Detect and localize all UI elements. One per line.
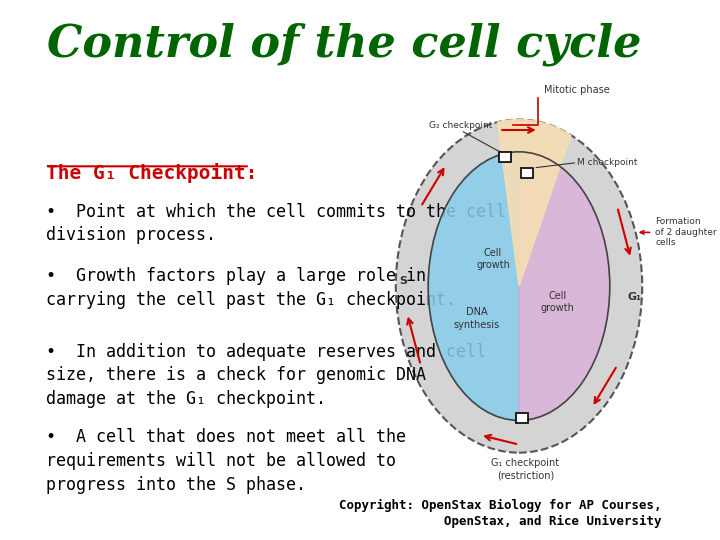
Text: S: S [399, 276, 408, 286]
Text: The G₁ Checkpoint:: The G₁ Checkpoint: [45, 163, 257, 183]
Text: •  Growth factors play a large role in
carrying the cell past the G₁ checkpoint.: • Growth factors play a large role in ca… [45, 267, 456, 309]
Bar [516, 413, 528, 423]
Text: DNA
synthesis: DNA synthesis [454, 307, 500, 329]
Bar [499, 152, 510, 162]
Text: Copyright: OpenStax Biology for AP Courses,
OpenStax, and Rice University: Copyright: OpenStax Biology for AP Cours… [339, 498, 662, 528]
Polygon shape [498, 119, 571, 286]
Text: Cell
growth: Cell growth [541, 291, 575, 313]
Text: G₂ checkpoint: G₂ checkpoint [429, 122, 492, 130]
Text: Formation
of 2 daughter
cells: Formation of 2 daughter cells [640, 218, 717, 247]
Text: G₁ checkpoint
(restriction): G₁ checkpoint (restriction) [492, 458, 559, 481]
Text: •  Point at which the cell commits to the cell
division process.: • Point at which the cell commits to the… [45, 203, 505, 245]
Text: G₁: G₁ [628, 292, 642, 302]
Text: M checkpoint: M checkpoint [577, 158, 638, 167]
Bar [521, 168, 533, 178]
Polygon shape [428, 152, 519, 421]
Text: •  A cell that does not meet all the
requirements will not be allowed to
progres: • A cell that does not meet all the requ… [45, 428, 405, 494]
Text: Mitotic phase: Mitotic phase [544, 85, 611, 96]
Text: Control of the cell cycle: Control of the cell cycle [47, 23, 641, 66]
Polygon shape [519, 152, 610, 421]
Text: •  In addition to adequate reserves and cell
size, there is a check for genomic : • In addition to adequate reserves and c… [45, 342, 485, 408]
Text: Cell
growth: Cell growth [476, 248, 510, 271]
Ellipse shape [396, 119, 642, 453]
